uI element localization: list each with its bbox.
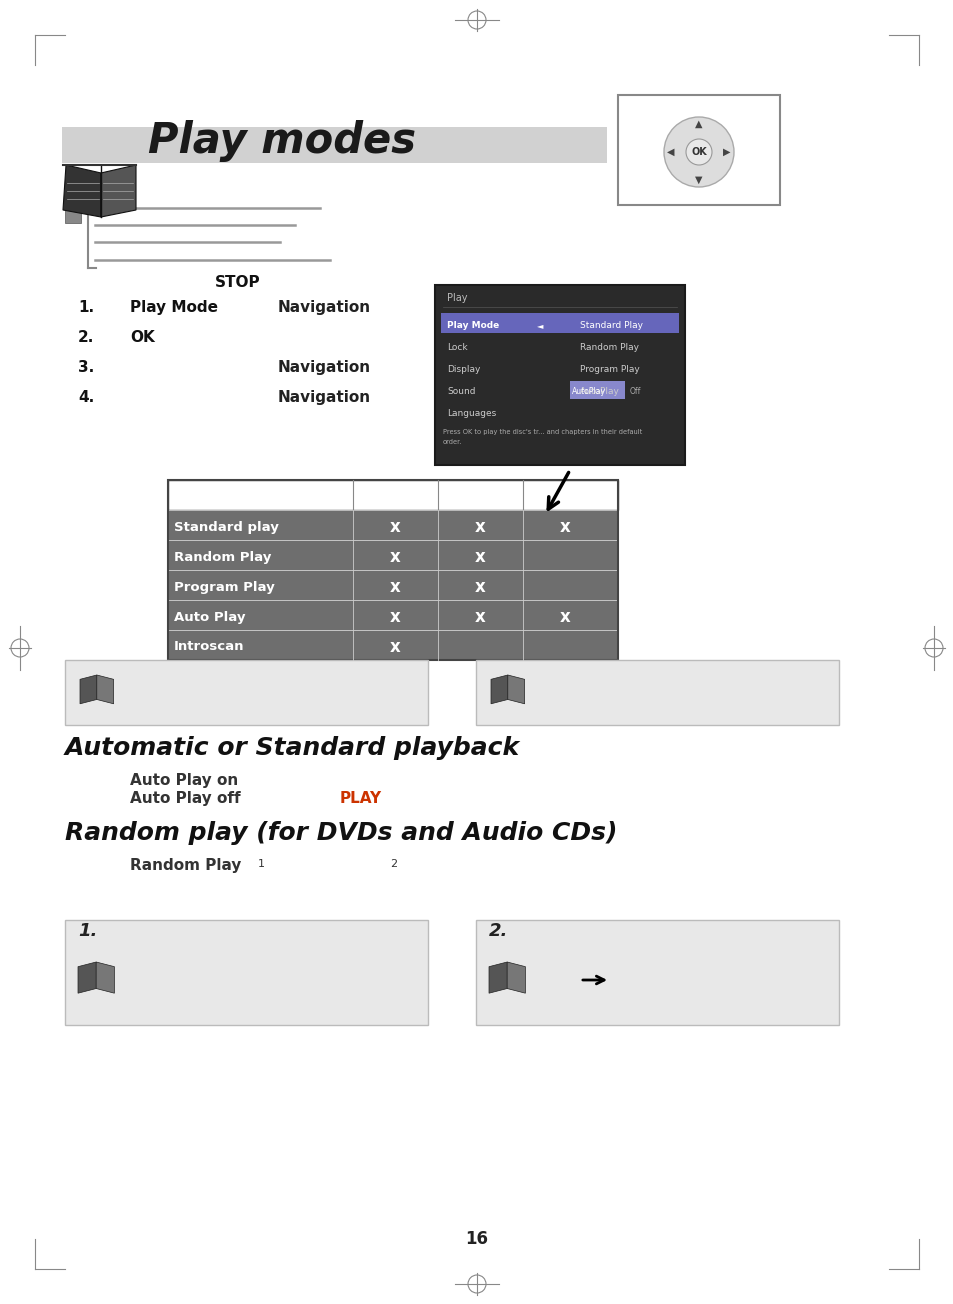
- Text: STOP: STOP: [215, 275, 260, 289]
- Text: Introscan: Introscan: [173, 640, 244, 653]
- Text: ▲: ▲: [695, 119, 702, 129]
- Text: ▶: ▶: [722, 147, 730, 156]
- Bar: [168, 510, 618, 540]
- Bar: [65, 660, 428, 725]
- Text: Standard Play: Standard Play: [579, 322, 642, 330]
- Text: Languages: Languages: [447, 409, 496, 419]
- Text: Random Play: Random Play: [579, 343, 639, 352]
- Text: x: x: [559, 518, 570, 536]
- Text: Play Mode: Play Mode: [447, 322, 498, 330]
- Bar: [168, 480, 618, 510]
- Polygon shape: [96, 675, 113, 704]
- Bar: [65, 921, 428, 1025]
- Bar: [168, 630, 618, 660]
- Text: x: x: [390, 638, 400, 656]
- Text: Random Play: Random Play: [130, 858, 241, 872]
- Circle shape: [685, 140, 711, 166]
- Text: x: x: [475, 548, 485, 566]
- Text: x: x: [475, 608, 485, 626]
- Text: 2.: 2.: [489, 922, 508, 940]
- Text: x: x: [390, 548, 400, 566]
- Bar: [168, 540, 618, 570]
- Text: Off: Off: [629, 387, 640, 396]
- Text: OK: OK: [130, 330, 154, 346]
- Text: Program Play: Program Play: [579, 365, 639, 374]
- Bar: [440, 313, 679, 333]
- Bar: [476, 660, 838, 725]
- Text: x: x: [390, 518, 400, 536]
- Text: Auto Play on: Auto Play on: [130, 773, 238, 788]
- Text: Auto Play: Auto Play: [173, 610, 245, 623]
- Bar: [62, 126, 606, 163]
- Bar: [476, 921, 838, 1025]
- Text: Standard play: Standard play: [173, 520, 278, 533]
- Text: Play Mode: Play Mode: [130, 300, 218, 316]
- Polygon shape: [96, 962, 114, 994]
- Bar: [65, 196, 81, 223]
- Polygon shape: [78, 962, 96, 994]
- Text: 2.: 2.: [78, 330, 94, 346]
- Polygon shape: [491, 675, 507, 704]
- Circle shape: [663, 117, 733, 186]
- Text: 2: 2: [390, 859, 396, 868]
- Text: ◀: ◀: [666, 147, 674, 156]
- Text: PLAY: PLAY: [339, 792, 382, 806]
- Text: Automatic or Standard playback: Automatic or Standard playback: [65, 735, 519, 760]
- Text: x: x: [390, 578, 400, 596]
- Text: 1.: 1.: [78, 922, 97, 940]
- Text: Lock: Lock: [447, 343, 467, 352]
- Text: Sound: Sound: [447, 387, 475, 396]
- Text: Navigation: Navigation: [277, 390, 371, 406]
- Text: 1.: 1.: [78, 300, 94, 316]
- Bar: [168, 600, 618, 630]
- Text: AutoPlay: AutoPlay: [579, 387, 619, 396]
- Text: Play modes: Play modes: [148, 120, 416, 162]
- Polygon shape: [80, 675, 96, 704]
- Polygon shape: [507, 962, 525, 994]
- Text: 3.: 3.: [78, 360, 94, 376]
- Text: x: x: [475, 518, 485, 536]
- Text: Navigation: Navigation: [277, 300, 371, 316]
- Text: OK: OK: [690, 147, 706, 156]
- Text: order.: order.: [442, 439, 462, 445]
- Polygon shape: [63, 166, 101, 216]
- Text: Press OK to play the disc's tr... and chapters in their default: Press OK to play the disc's tr... and ch…: [442, 429, 641, 436]
- Text: ◄: ◄: [537, 322, 542, 330]
- Polygon shape: [489, 962, 507, 994]
- Text: Program Play: Program Play: [173, 580, 274, 593]
- Bar: [435, 286, 684, 466]
- Text: ▼: ▼: [695, 175, 702, 185]
- Text: 4.: 4.: [78, 390, 94, 406]
- Text: x: x: [390, 608, 400, 626]
- Text: Navigation: Navigation: [277, 360, 371, 376]
- Text: Random Play: Random Play: [173, 550, 271, 563]
- Text: 1: 1: [257, 859, 265, 868]
- Polygon shape: [507, 675, 524, 704]
- Polygon shape: [101, 166, 136, 216]
- Bar: [569, 381, 624, 399]
- Bar: [168, 570, 618, 600]
- Text: x: x: [475, 578, 485, 596]
- Text: Random play (for DVDs and Audio CDs): Random play (for DVDs and Audio CDs): [65, 822, 617, 845]
- Text: x: x: [559, 608, 570, 626]
- Bar: [618, 95, 780, 205]
- Text: AutoPlay: AutoPlay: [572, 387, 605, 396]
- Text: Display: Display: [447, 365, 480, 374]
- Text: Auto Play off: Auto Play off: [130, 792, 240, 806]
- Text: 16: 16: [465, 1230, 488, 1248]
- Text: Play: Play: [447, 293, 467, 303]
- Bar: [168, 480, 618, 660]
